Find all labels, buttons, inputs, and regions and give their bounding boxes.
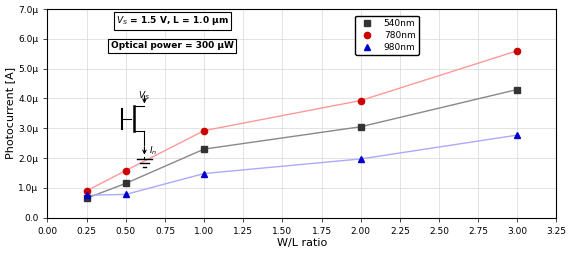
780nm	[201, 129, 208, 132]
Text: $V_S$: $V_S$	[138, 90, 150, 102]
540nm	[514, 88, 521, 91]
Legend: 540nm, 780nm, 980nm: 540nm, 780nm, 980nm	[355, 16, 419, 55]
Y-axis label: Photocurrent [A]: Photocurrent [A]	[6, 67, 15, 160]
540nm	[358, 125, 364, 128]
980nm	[201, 172, 208, 175]
780nm	[358, 99, 364, 102]
Line: 780nm: 780nm	[84, 48, 521, 194]
780nm	[122, 169, 129, 172]
780nm	[83, 189, 90, 192]
Text: $V_S$ = 1.5 V, L = 1.0 μm: $V_S$ = 1.5 V, L = 1.0 μm	[116, 14, 229, 27]
540nm	[83, 197, 90, 200]
540nm	[201, 148, 208, 151]
980nm	[358, 157, 364, 161]
780nm	[514, 49, 521, 52]
540nm	[122, 182, 129, 185]
980nm	[514, 134, 521, 137]
X-axis label: W/L ratio: W/L ratio	[277, 239, 327, 248]
Text: $I_n$: $I_n$	[149, 145, 157, 157]
Line: 980nm: 980nm	[84, 132, 521, 198]
980nm	[83, 194, 90, 197]
Text: Optical power = 300 μW: Optical power = 300 μW	[111, 41, 233, 50]
Line: 540nm: 540nm	[84, 86, 521, 201]
980nm	[122, 193, 129, 196]
